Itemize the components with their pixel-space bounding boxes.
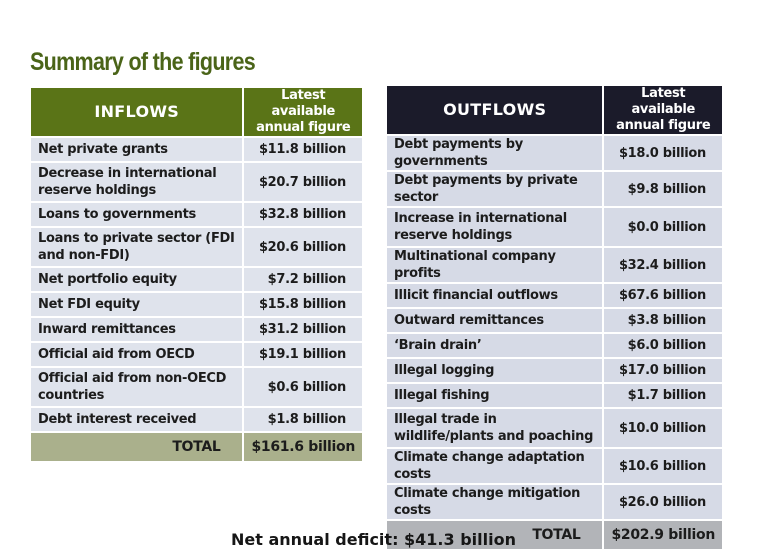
table-row: Climate change adaptation costs $10.6 bil… bbox=[384, 447, 724, 485]
inflows-figure-header: Latest available annual figure bbox=[242, 86, 364, 138]
row-label: Debt interest received bbox=[28, 406, 245, 433]
row-label: Illicit financial outflows bbox=[384, 282, 605, 309]
row-value: $31.2 billion bbox=[242, 316, 364, 343]
table-row: Loans to governments $32.8 billion bbox=[28, 201, 364, 228]
row-label: Net FDI equity bbox=[28, 291, 245, 318]
row-value: $26.0 billion bbox=[602, 483, 724, 521]
row-label: Illegal logging bbox=[384, 357, 605, 384]
row-value: $0.6 billion bbox=[242, 366, 364, 408]
outflows-figure-header: Latest available annual figure bbox=[602, 84, 724, 136]
row-label: Illegal fishing bbox=[384, 382, 605, 409]
row-label: Official aid from non-OECD countries bbox=[28, 366, 245, 408]
table-row: Net private grants $11.8 billion bbox=[28, 136, 364, 163]
row-label: Outward remittances bbox=[384, 307, 605, 334]
row-label: Illegal trade in wildlife/plants and poa… bbox=[384, 407, 605, 449]
table-row: Debt payments by private sector $9.8 bill… bbox=[384, 170, 724, 208]
row-value: $1.8 billion bbox=[242, 406, 364, 433]
table-row: Loans to private sector (FDI and non-FDI… bbox=[28, 226, 364, 268]
row-label: Inward remittances bbox=[28, 316, 245, 343]
total-row: TOTAL $161.6 billion bbox=[28, 431, 364, 463]
row-label: Climate change adaptation costs bbox=[384, 447, 605, 485]
table-row: Decrease in international reserve holdin… bbox=[28, 161, 364, 203]
row-value: $20.6 billion bbox=[242, 226, 364, 268]
inflows-header: INFLOWS bbox=[28, 86, 245, 138]
table-row: Illegal fishing $1.7 billion bbox=[384, 382, 724, 409]
row-value: $7.2 billion bbox=[242, 266, 364, 293]
row-value: $15.8 billion bbox=[242, 291, 364, 318]
row-label: Debt payments by private sector bbox=[384, 170, 605, 208]
figure-header-line1: Latest available bbox=[271, 88, 336, 119]
total-value: $161.6 billion bbox=[242, 431, 364, 463]
table-row: Official aid from non-OECD countries $0.6… bbox=[28, 366, 364, 408]
row-label: Official aid from OECD bbox=[28, 341, 245, 368]
row-value: $10.0 billion bbox=[602, 407, 724, 449]
table-row: Net portfolio equity $7.2 billion bbox=[28, 266, 364, 293]
row-label: ‘Brain drain’ bbox=[384, 332, 605, 359]
table-row: Illegal trade in wildlife/plants and poa… bbox=[384, 407, 724, 449]
row-label: Debt payments by governments bbox=[384, 134, 605, 172]
figure-header-line1: Latest available bbox=[631, 86, 696, 117]
table-row: Illegal logging $17.0 billion bbox=[384, 357, 724, 384]
row-value: $17.0 billion bbox=[602, 357, 724, 384]
table-row: ‘Brain drain’ $6.0 billion bbox=[384, 332, 724, 359]
row-value: $32.4 billion bbox=[602, 246, 724, 284]
total-label: TOTAL bbox=[28, 431, 245, 463]
row-label: Net portfolio equity bbox=[28, 266, 245, 293]
row-value: $10.6 billion bbox=[602, 447, 724, 485]
net-deficit-summary: Net annual deficit: $41.3 billion bbox=[0, 530, 759, 549]
figure-header-line2: annual figure bbox=[616, 118, 711, 133]
row-value: $20.7 billion bbox=[242, 161, 364, 203]
row-value: $6.0 billion bbox=[602, 332, 724, 359]
row-value: $9.8 billion bbox=[602, 170, 724, 208]
total-value: $202.9 billion bbox=[602, 519, 724, 551]
row-value: $18.0 billion bbox=[602, 134, 724, 172]
table-row: Illicit financial outflows $67.6 billion bbox=[384, 282, 724, 309]
row-value: $0.0 billion bbox=[602, 206, 724, 248]
table-row: Inward remittances $31.2 billion bbox=[28, 316, 364, 343]
row-label: Multinational company profits bbox=[384, 246, 605, 284]
row-label: Loans to governments bbox=[28, 201, 245, 228]
table-row: Climate change mitigation costs $26.0 bil… bbox=[384, 483, 724, 521]
table-row: Outward remittances $3.8 billion bbox=[384, 307, 724, 334]
row-value: $3.8 billion bbox=[602, 307, 724, 334]
table-row: Debt interest received $1.8 billion bbox=[28, 406, 364, 433]
row-value: $1.7 billion bbox=[602, 382, 724, 409]
page-title: Summary of the figures bbox=[30, 48, 256, 76]
table-row: Debt payments by governments $18.0 billio… bbox=[384, 134, 724, 172]
table-row: Net FDI equity $15.8 billion bbox=[28, 291, 364, 318]
total-row: TOTAL $202.9 billion bbox=[384, 519, 724, 551]
table-row: Increase in international reserve holdin… bbox=[384, 206, 724, 248]
row-label: Decrease in international reserve holdin… bbox=[28, 161, 245, 203]
inflows-header-row: INFLOWS Latest available annual figure bbox=[28, 86, 364, 138]
table-row: Official aid from OECD $19.1 billion bbox=[28, 341, 364, 368]
outflows-header-row: OUTFLOWS Latest available annual figure bbox=[384, 84, 724, 136]
inflows-table: INFLOWS Latest available annual figure N… bbox=[28, 86, 364, 463]
outflows-header: OUTFLOWS bbox=[384, 84, 605, 136]
row-value: $67.6 billion bbox=[602, 282, 724, 309]
figure-header-line2: annual figure bbox=[256, 120, 351, 135]
row-value: $11.8 billion bbox=[242, 136, 364, 163]
row-value: $19.1 billion bbox=[242, 341, 364, 368]
row-label: Loans to private sector (FDI and non-FDI… bbox=[28, 226, 245, 268]
total-label: TOTAL bbox=[384, 519, 605, 551]
net-deficit-text: Net annual deficit: $41.3 billion bbox=[231, 530, 516, 549]
row-value: $32.8 billion bbox=[242, 201, 364, 228]
table-row: Multinational company profits $32.4 billi… bbox=[384, 246, 724, 284]
row-label: Net private grants bbox=[28, 136, 245, 163]
outflows-table: OUTFLOWS Latest available annual figure … bbox=[384, 84, 724, 551]
row-label: Increase in international reserve holdin… bbox=[384, 206, 605, 248]
row-label: Climate change mitigation costs bbox=[384, 483, 605, 521]
